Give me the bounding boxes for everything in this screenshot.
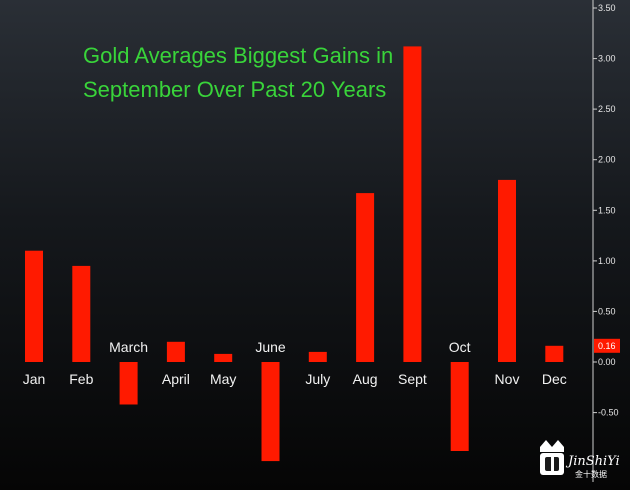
- category-label-sept: Sept: [398, 371, 427, 387]
- bar-feb: [72, 265, 91, 362]
- category-label-jan: Jan: [23, 371, 46, 387]
- category-label-feb: Feb: [69, 371, 93, 387]
- category-label-june: June: [255, 339, 286, 355]
- category-label-july: July: [305, 371, 330, 387]
- bars-group: [25, 46, 564, 462]
- y-axis: 3.50 3.00 2.50 2.00 1.50 1.00 0.50 0.00 -0.50: [592, 0, 619, 482]
- last-value-badge-bg: [594, 338, 620, 353]
- y-tick-label-0: 3.50: [598, 3, 616, 13]
- bar-nov: [498, 179, 516, 362]
- watermark-chinese-text: 金十数据: [575, 469, 607, 479]
- y-tick-label-4: 1.50: [598, 205, 616, 215]
- bar-june: [261, 362, 280, 462]
- y-tick-label-8: -0.50: [598, 408, 619, 418]
- watermark-logo-icon: [540, 440, 564, 475]
- y-tick-label-6: 0.50: [598, 306, 616, 316]
- y-tick-label-1: 3.00: [598, 54, 616, 64]
- chart-title-line-2: September Over Past 20 Years: [83, 77, 386, 102]
- watermark-text: JinShiYi: [565, 454, 620, 469]
- last-value-label: 0.16: [598, 341, 616, 351]
- y-tick-label-7: 0.00: [598, 357, 616, 367]
- category-label-april: April: [162, 371, 190, 387]
- bar-april: [166, 341, 185, 362]
- bar-dec: [545, 345, 564, 362]
- category-label-oct: Oct: [449, 339, 471, 355]
- bar-sept: [403, 46, 422, 363]
- chart-title: Gold Averages Biggest Gains in September…: [83, 43, 393, 102]
- category-label-nov: Nov: [495, 371, 520, 387]
- category-label-march: March: [109, 339, 148, 355]
- bar-oct: [450, 362, 469, 451]
- bar-march: [119, 362, 138, 405]
- category-label-dec: Dec: [542, 371, 567, 387]
- y-tick-label-2: 2.50: [598, 104, 616, 114]
- bar-aug: [356, 193, 375, 362]
- category-labels: Jan Feb March April May June July Aug Sept Oct Nov…: [23, 339, 567, 387]
- y-tick-label-3: 2.00: [598, 155, 616, 165]
- bar-july: [308, 351, 327, 362]
- chart-title-line-1: Gold Averages Biggest Gains in: [83, 43, 393, 68]
- last-value-badge: 0.16: [594, 338, 620, 353]
- category-label-aug: Aug: [353, 371, 378, 387]
- y-tick-label-5: 1.00: [598, 256, 616, 266]
- bar-may: [214, 353, 233, 362]
- bar-jan: [25, 250, 43, 362]
- category-label-may: May: [210, 371, 236, 387]
- watermark: JinShiYi 金十数据: [540, 440, 620, 479]
